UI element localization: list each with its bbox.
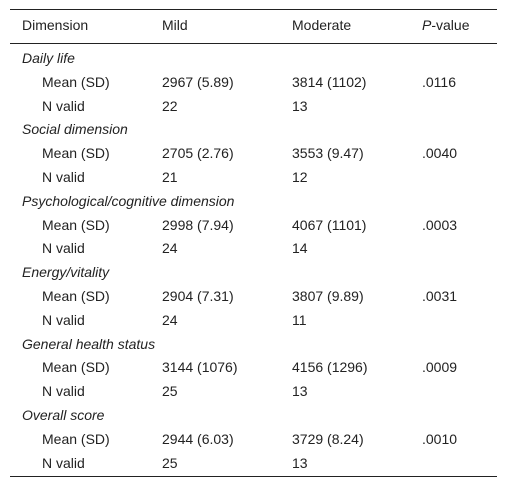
table-row: N valid 24 14: [10, 237, 497, 260]
row-label: N valid: [42, 97, 85, 114]
mild-value: 21: [162, 169, 178, 185]
header-dimension: Dimension: [22, 17, 89, 33]
moderate-value: 4156 (1296): [292, 359, 368, 376]
row-label: Mean (SD): [42, 288, 110, 304]
mild-value: 2904 (7.31): [162, 288, 234, 304]
moderate-value: 3729 (8.24): [292, 430, 364, 447]
section-title-row: General health status: [10, 333, 497, 356]
row-label: N valid: [42, 383, 85, 400]
moderate-value: 11: [292, 311, 307, 328]
section-title-row: Daily life: [10, 47, 497, 70]
section-title: Energy/vitality: [22, 264, 110, 281]
moderate-value: 3814 (1102): [292, 73, 367, 90]
table-row: N valid 22 13: [10, 95, 497, 118]
table-row: N valid 21 12: [10, 166, 497, 189]
row-label: Mean (SD): [42, 430, 110, 447]
table-row: Mean (SD) 2967 (5.89) 3814 (1102) .0116: [10, 71, 497, 94]
mild-value: 2998 (7.94): [162, 216, 234, 233]
mild-value: 24: [162, 240, 178, 257]
table-row: Mean (SD) 3144 (1076) 4156 (1296) .0009: [10, 356, 497, 379]
moderate-value: 13: [292, 383, 308, 400]
row-label: N valid: [42, 240, 85, 257]
section-title-row: Psychological/cognitive dimension: [10, 190, 497, 213]
table-row: Mean (SD) 2944 (6.03) 3729 (8.24) .0010: [10, 428, 497, 451]
moderate-value: 3553 (9.47): [292, 145, 364, 162]
section-title: General health status: [22, 335, 156, 352]
row-label: Mean (SD): [42, 145, 110, 162]
section-title: Social dimension: [22, 121, 128, 138]
table-header-row: Dimension Mild Moderate P-value: [10, 14, 497, 37]
mild-value: 22: [162, 97, 178, 114]
section-title: Overall score: [22, 407, 105, 423]
row-label: Mean (SD): [42, 73, 110, 90]
table-row: N valid 25 13: [10, 380, 497, 403]
header-pvalue-suffix: -value: [431, 17, 470, 33]
table-row: N valid 25 13: [10, 452, 497, 475]
table-bottom-rule: [10, 476, 497, 478]
row-label: N valid: [42, 169, 85, 185]
moderate-value: 14: [292, 240, 308, 257]
header-moderate: Moderate: [292, 17, 352, 33]
mild-value: 2705 (2.76): [162, 145, 234, 162]
p-value: .0009: [422, 359, 458, 376]
mild-value: 2944 (6.03): [162, 430, 234, 447]
p-value: .0040: [422, 145, 458, 162]
moderate-value: 13: [292, 454, 308, 471]
moderate-value: 4067 (1101): [292, 216, 367, 233]
table-row: N valid 24 11: [10, 309, 497, 332]
section-title: Psychological/cognitive dimension: [22, 192, 235, 209]
header-pvalue: P-value: [422, 14, 469, 37]
section-title-row: Overall score: [10, 404, 497, 427]
p-value: .0031: [422, 288, 458, 304]
table-top-rule: [10, 9, 497, 10]
mild-value: 25: [162, 383, 178, 400]
row-label: Mean (SD): [42, 359, 110, 376]
table-row: Mean (SD) 2705 (2.76) 3553 (9.47) .0040: [10, 142, 497, 165]
section-title-row: Energy/vitality: [10, 261, 497, 284]
table-header-rule: [10, 43, 497, 44]
row-label: N valid: [42, 454, 85, 471]
row-label: Mean (SD): [42, 216, 110, 233]
section-title: Daily life: [22, 50, 75, 66]
section-title-row: Social dimension: [10, 118, 497, 141]
table-row: Mean (SD) 2904 (7.31) 3807 (9.89) .0031: [10, 285, 497, 308]
p-value: .0116: [422, 73, 456, 90]
mild-value: 25: [162, 454, 178, 471]
mild-value: 3144 (1076): [162, 359, 238, 376]
table-row: Mean (SD) 2998 (7.94) 4067 (1101) .0003: [10, 214, 497, 237]
mild-value: 2967 (5.89): [162, 73, 234, 90]
moderate-value: 3807 (9.89): [292, 288, 364, 304]
row-label: N valid: [42, 311, 85, 328]
mild-value: 24: [162, 311, 178, 328]
moderate-value: 12: [292, 169, 308, 185]
moderate-value: 13: [292, 97, 308, 114]
p-value: .0010: [422, 430, 458, 447]
p-value: .0003: [422, 216, 458, 233]
header-pvalue-p: P: [422, 17, 432, 33]
header-mild: Mild: [162, 17, 188, 33]
